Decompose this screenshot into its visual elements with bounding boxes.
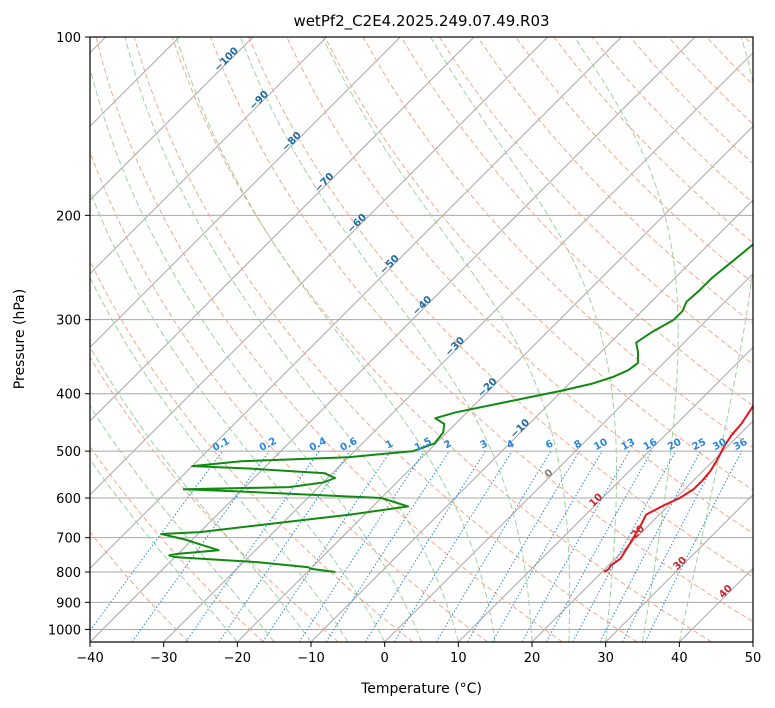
- mixing-ratio-label: 1: [384, 438, 395, 451]
- plot-background: [90, 37, 753, 642]
- y-tick-label: 300: [56, 314, 81, 329]
- dry-adiabat-line: [400, 37, 753, 407]
- moist-adiabat-line: [678, 37, 753, 642]
- mixing-ratio-line: [364, 450, 486, 642]
- moist-adiabat-line: [90, 458, 238, 642]
- mixing-ratio-label: 3: [479, 438, 490, 451]
- chart-title: wetPf2_C2E4.2025.249.07.49.R03: [293, 12, 549, 31]
- dry-adiabat-line: [324, 37, 753, 491]
- mixing-ratio-line: [521, 450, 630, 642]
- dry-adiabat-line: [248, 37, 753, 578]
- mixing-ratio-line: [393, 450, 513, 642]
- isotherm-line: [752, 641, 753, 642]
- moist-adiabat-line: [90, 276, 349, 642]
- dry-adiabat-line: [95, 37, 563, 642]
- moist-adiabat-line: [574, 37, 679, 642]
- isotherm-line: [457, 346, 753, 642]
- moist-adiabat-line: [175, 37, 496, 642]
- x-tick-label: 30: [597, 651, 614, 666]
- isotherm-line: [163, 51, 753, 642]
- mixing-ratio-line: [325, 450, 450, 642]
- y-tick-label: 900: [56, 596, 81, 611]
- isotherm-line: [531, 420, 753, 642]
- y-tick-label: 1000: [48, 623, 81, 638]
- mixing-ratio-line: [644, 450, 743, 642]
- x-tick-label: −10: [297, 651, 324, 666]
- x-tick-label: −40: [76, 651, 103, 666]
- isotherm-line: [384, 272, 753, 642]
- dry-adiabat-line: [90, 356, 339, 642]
- background-lines: [90, 37, 753, 642]
- mixing-ratio-line: [262, 450, 392, 642]
- moist-adiabat-line: [322, 37, 571, 642]
- dry-adiabat-line: [90, 445, 264, 642]
- y-tick-label: 600: [56, 492, 81, 507]
- x-axis-title: Temperature (°C): [360, 681, 482, 697]
- y-tick-label: 100: [56, 31, 81, 46]
- moist-adiabat-line: [90, 65, 422, 642]
- y-axis-title: Pressure (hPa): [12, 289, 28, 389]
- x-tick-label: 50: [745, 651, 762, 666]
- moist-adiabat-line: [90, 405, 275, 642]
- y-tick-label: 800: [56, 566, 81, 581]
- mixing-ratio-line: [131, 450, 270, 642]
- mixing-ratio-label: 8: [573, 438, 584, 451]
- isotherm-line: [90, 37, 549, 496]
- isotherm-line: [90, 37, 401, 349]
- dewpoint-profile-line: [160, 242, 753, 573]
- isotherm-line: [90, 37, 622, 570]
- dry-adiabat-line: [171, 37, 712, 642]
- mixing-ratio-line: [90, 450, 223, 632]
- x-tick-label: −20: [224, 651, 251, 666]
- dry-adiabat-line: [133, 37, 638, 642]
- isotherm-line: [90, 37, 254, 201]
- mixing-ratio-line: [545, 450, 653, 642]
- mixing-ratio-label: 6: [544, 438, 555, 451]
- isotherm-line: [236, 125, 753, 642]
- axis-ticks: −40 −30 −20 −10 0 10 20 30 40 50 100 200 300 400 500 60…: [48, 31, 761, 666]
- mixing-ratio-line: [599, 450, 701, 642]
- x-tick-label: −30: [150, 651, 177, 666]
- moist-adiabat-line: [90, 345, 312, 642]
- isotherm-line: [90, 37, 328, 275]
- moist-adiabat-line: [430, 37, 617, 642]
- x-tick-label: 20: [524, 651, 541, 666]
- y-tick-label: 200: [56, 209, 81, 224]
- isotherm-line: [90, 37, 475, 422]
- mixing-ratio-line: [298, 450, 425, 642]
- plot-frame: [89, 36, 754, 643]
- dry-adiabat-line: [438, 37, 753, 366]
- x-tick-label: 0: [381, 651, 389, 666]
- y-tick-label: 700: [56, 532, 81, 547]
- dry-adiabat-line: [90, 531, 190, 642]
- dry-adiabat-line: [515, 37, 753, 284]
- x-tick-label: 10: [450, 651, 467, 666]
- x-tick-label: 40: [671, 651, 688, 666]
- mixing-ratio-label: 4: [505, 438, 516, 451]
- dry-adiabat-line: [210, 37, 753, 623]
- profile-lines: [160, 242, 753, 573]
- mixing-ratio-label: 2: [442, 438, 453, 451]
- isotherm-line: [605, 493, 753, 642]
- mixing-ratio-line: [621, 450, 722, 642]
- moist-adiabat-line: [239, 37, 533, 642]
- dry-adiabat-line: [90, 150, 488, 642]
- y-tick-label: 500: [56, 445, 81, 460]
- mixing-ratio-line: [435, 450, 552, 642]
- moist-adiabat-line: [124, 37, 459, 642]
- temperature-profile-line: [603, 402, 753, 573]
- y-tick-label: 400: [56, 388, 81, 403]
